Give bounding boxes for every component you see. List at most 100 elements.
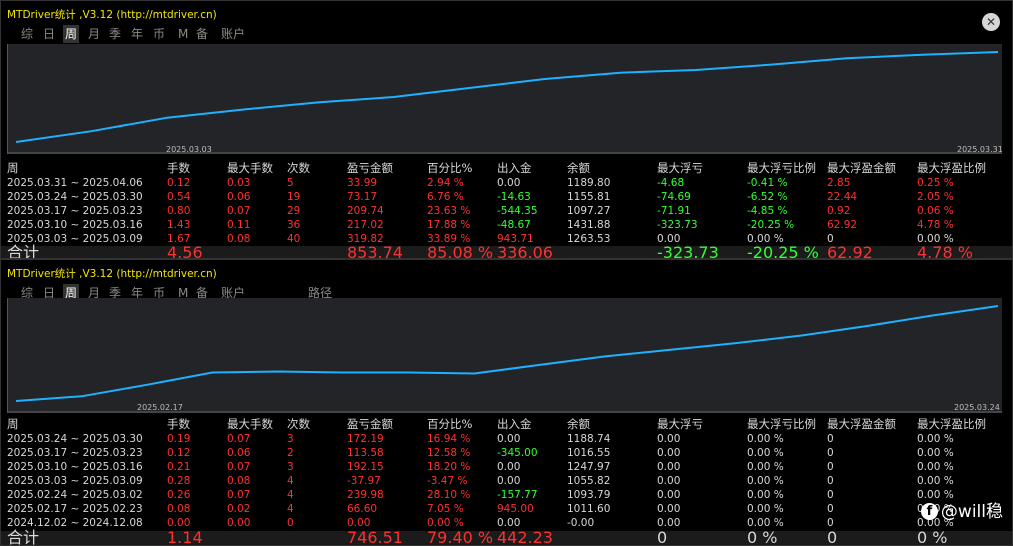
tab-9[interactable]: 账户 — [221, 27, 246, 41]
column-header[interactable]: 余额 — [567, 417, 590, 431]
column-header[interactable]: 最大浮亏 — [657, 161, 703, 175]
table-cell: 0.00 % — [427, 517, 464, 529]
tab-3[interactable]: 月 — [88, 286, 101, 300]
tab-7[interactable]: M — [178, 286, 189, 300]
table-row[interactable]: 2025.03.17 ~ 2025.03.23 0.12 0.06 2 113.58 12… — [1, 446, 1012, 460]
table-cell: 2025.03.03 ~ 2025.03.09 — [7, 475, 143, 487]
table-cell: 2025.03.10 ~ 2025.03.16 — [7, 461, 143, 473]
column-header[interactable]: 出入金 — [497, 161, 532, 175]
column-header[interactable]: 次数 — [287, 417, 310, 431]
table-cell: 1.67 — [167, 233, 191, 245]
period-tabs: 综日周月季年币 M 备账户 — [1, 25, 1012, 43]
tab-1[interactable]: 日 — [43, 286, 56, 300]
tab-8[interactable]: 备 — [196, 27, 209, 41]
total-cell: 1.14 — [167, 528, 203, 546]
table-cell: 0.03 — [227, 177, 251, 189]
column-header[interactable]: 手数 — [167, 417, 190, 431]
table-row[interactable]: 2025.03.24 ~ 2025.03.30 0.54 0.06 19 73.17 6.… — [1, 190, 1012, 204]
table-cell: 2 — [287, 447, 294, 459]
table-row[interactable]: 2025.02.24 ~ 2025.03.02 0.26 0.07 4 239.98 28… — [1, 488, 1012, 502]
column-header[interactable]: 最大手数 — [227, 417, 273, 431]
column-header[interactable]: 最大浮盈金额 — [827, 417, 896, 431]
table-cell: 239.98 — [347, 489, 384, 501]
tab-9[interactable]: 账户 — [221, 286, 246, 300]
table-row[interactable]: 2025.03.31 ~ 2025.04.06 0.12 0.03 5 33.99 2.9… — [1, 176, 1012, 190]
stats-panel-1: MTDriver统计 ,V3.12 (http://mtdriver.cn) ✕ 综… — [0, 0, 1013, 259]
table-cell: 19 — [287, 191, 301, 203]
table-cell: 2025.02.24 ~ 2025.03.02 — [7, 489, 143, 501]
column-header[interactable]: 百分比% — [427, 161, 473, 175]
table-cell: 33.99 — [347, 177, 378, 189]
column-header[interactable]: 百分比% — [427, 417, 473, 431]
column-header[interactable]: 出入金 — [497, 417, 532, 431]
column-header[interactable]: 最大浮亏比例 — [747, 417, 816, 431]
date-end-label: 2025.03.24 — [954, 403, 1000, 412]
table-header: 周 手数 最大手数 次数 盈亏金额 百分比% 出入金 余额 最大浮亏 最大浮亏比例 最大浮盈金额 最大… — [1, 416, 1012, 431]
table-cell: 0 — [827, 461, 834, 473]
table-row[interactable]: 2025.03.03 ~ 2025.03.09 1.67 0.08 40 319.82 3… — [1, 232, 1012, 246]
table-cell: 0.00 — [657, 233, 681, 245]
tab-0[interactable]: 综 — [21, 27, 34, 41]
total-cell: 0 — [827, 528, 838, 546]
table-row[interactable]: 2025.03.10 ~ 2025.03.16 0.21 0.07 3 192.15 18… — [1, 460, 1012, 474]
tab-3[interactable]: 月 — [88, 27, 101, 41]
tab-4[interactable]: 季 — [109, 27, 122, 41]
table-row[interactable]: 2025.03.03 ~ 2025.03.09 0.28 0.08 4 -37.97 -3… — [1, 474, 1012, 488]
column-header[interactable]: 余额 — [567, 161, 590, 175]
table-cell: 0.02 — [227, 503, 251, 515]
table-cell: 172.19 — [347, 433, 384, 445]
date-start-label: 2025.03.03 — [166, 145, 212, 154]
table-cell: -323.73 — [657, 219, 698, 231]
table-cell: 0.25 % — [917, 177, 954, 189]
table-cell: 1431.88 — [567, 219, 611, 231]
column-header[interactable]: 盈亏金额 — [347, 417, 393, 431]
tab-5[interactable]: 年 — [131, 27, 144, 41]
table-cell: 0.00 % — [747, 461, 784, 473]
tab-5[interactable]: 年 — [131, 286, 144, 300]
tab-10[interactable]: 路径 — [308, 286, 333, 300]
tab-0[interactable]: 综 — [21, 286, 34, 300]
table-cell: 0 — [827, 503, 834, 515]
table-cell: 0.00 — [167, 517, 191, 529]
column-header[interactable]: 手数 — [167, 161, 190, 175]
table-row[interactable]: 2024.12.02 ~ 2024.12.08 0.00 0.00 0 0.00 0.00… — [1, 516, 1012, 530]
tab-6[interactable]: 币 — [153, 27, 166, 41]
column-header[interactable]: 周 — [7, 161, 19, 175]
total-cell: 合计 — [7, 528, 40, 546]
table-row[interactable]: 2025.03.10 ~ 2025.03.16 1.43 0.11 36 217.02 1… — [1, 218, 1012, 232]
tab-4[interactable]: 季 — [109, 286, 122, 300]
table-row[interactable]: 2025.02.17 ~ 2025.02.23 0.08 0.02 4 66.60 7.0… — [1, 502, 1012, 516]
table-cell: 0.00 % — [747, 489, 784, 501]
table-cell: 0.00 % — [917, 517, 954, 529]
table-cell: 0.00 % — [917, 475, 954, 487]
close-button[interactable]: ✕ — [982, 13, 1000, 31]
column-header[interactable]: 次数 — [287, 161, 310, 175]
tab-8[interactable]: 备 — [196, 286, 209, 300]
column-header[interactable]: 最大浮盈比例 — [917, 161, 986, 175]
table-cell: 0.08 — [227, 233, 251, 245]
column-header[interactable]: 最大浮盈金额 — [827, 161, 896, 175]
column-header[interactable]: 周 — [7, 417, 19, 431]
table-cell: 1247.97 — [567, 461, 611, 473]
table-row[interactable]: 2025.03.24 ~ 2025.03.30 0.19 0.07 3 172.19 16… — [1, 432, 1012, 446]
table-cell: 943.71 — [497, 233, 534, 245]
tab-2[interactable]: 周 — [63, 25, 80, 43]
table-cell: 73.17 — [347, 191, 378, 203]
table-row[interactable]: 2025.03.17 ~ 2025.03.23 0.80 0.07 29 209.74 2… — [1, 204, 1012, 218]
table-cell: 0.00 — [497, 517, 521, 529]
tab-7[interactable]: M — [178, 27, 189, 41]
stats-panel-2: MTDriver统计 ,V3.12 (http://mtdriver.cn) 综日… — [0, 259, 1013, 546]
tab-2[interactable]: 周 — [63, 284, 80, 302]
column-header[interactable]: 最大浮亏比例 — [747, 161, 816, 175]
column-header[interactable]: 最大手数 — [227, 161, 273, 175]
table-cell: -0.41 % — [747, 177, 788, 189]
tab-6[interactable]: 币 — [153, 286, 166, 300]
table-cell: 1.43 — [167, 219, 191, 231]
table-cell: 66.60 — [347, 503, 378, 515]
table-cell: 2025.03.17 ~ 2025.03.23 — [7, 205, 143, 217]
column-header[interactable]: 最大浮亏 — [657, 417, 703, 431]
table-cell: 0.00 % — [917, 461, 954, 473]
column-header[interactable]: 最大浮盈比例 — [917, 417, 986, 431]
tab-1[interactable]: 日 — [43, 27, 56, 41]
column-header[interactable]: 盈亏金额 — [347, 161, 393, 175]
